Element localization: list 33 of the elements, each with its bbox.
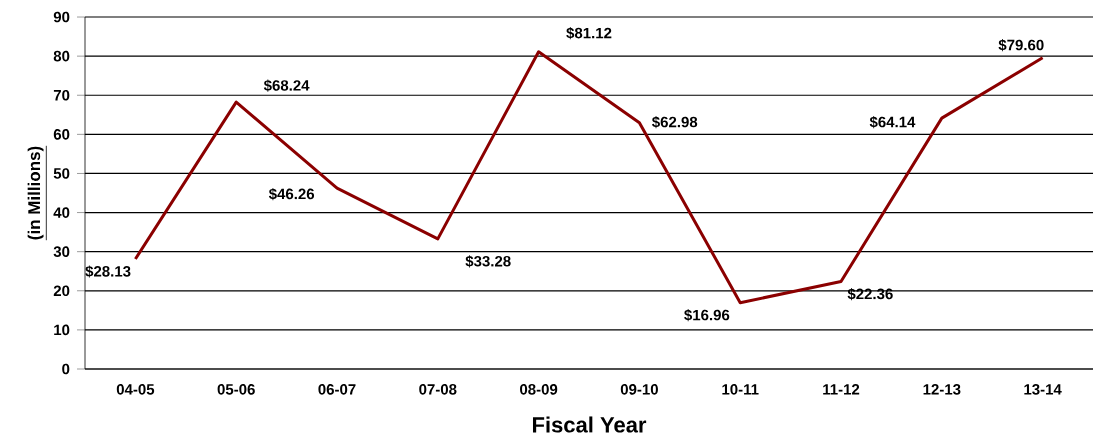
x-axis-title: Fiscal Year [532,416,647,433]
data-label: $46.26 [268,187,315,201]
x-tick-label: 12-13 [923,384,961,395]
x-tick-label: 04-05 [116,384,155,395]
data-label: $33.28 [465,255,511,268]
x-tick-label: 07-08 [419,384,457,395]
y-tick-label: 60 [53,129,70,140]
y-tick-label: 40 [53,207,70,218]
data-label: $16.96 [684,309,730,322]
y-axis-title: (in Millions) [27,146,44,240]
y-tick-label: 20 [53,285,70,297]
y-tick-label: 90 [53,11,70,23]
x-tick-label: 09-10 [620,384,658,395]
x-tick-label: 10-11 [722,384,759,395]
x-tick-label: 06-07 [318,384,356,395]
line-series [133,50,1045,305]
data-label: $81.12 [566,27,612,40]
data-label: $28.13 [85,265,131,278]
data-label: $79.60 [998,39,1044,52]
data-label: $62.98 [652,116,698,129]
y-tick-label: 80 [53,50,70,62]
y-tick-label: 0 [62,363,70,375]
y-tick-label: 10 [54,324,70,336]
x-tick-label: 13-14 [1024,384,1062,395]
data-label: $68.24 [263,79,310,92]
x-tick-label: 08-09 [520,384,558,395]
y-tick-label: 30 [53,246,70,257]
y-tick-label: 70 [53,89,70,101]
x-tick-label: 11-12 [823,384,860,395]
data-label: $22.36 [847,287,893,301]
data-label: $64.14 [869,116,916,129]
y-tick-label: 50 [53,168,70,179]
x-tick-label: 05-06 [217,384,255,395]
